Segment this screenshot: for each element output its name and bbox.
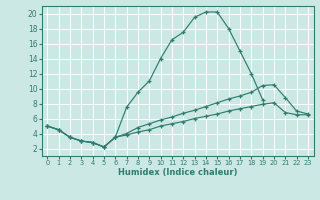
X-axis label: Humidex (Indice chaleur): Humidex (Indice chaleur): [118, 168, 237, 177]
